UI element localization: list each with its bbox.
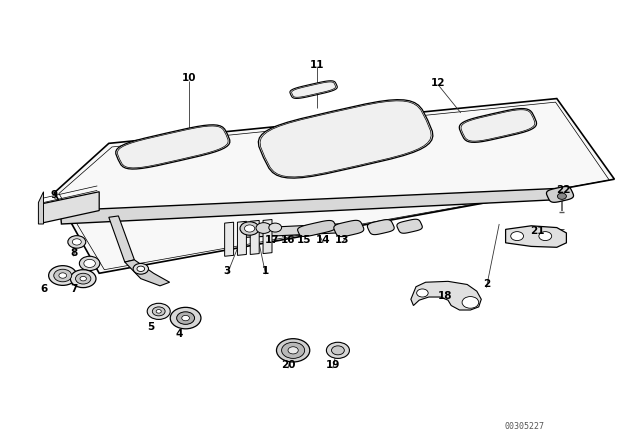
- Polygon shape: [38, 192, 44, 224]
- Text: 00305227: 00305227: [505, 422, 545, 431]
- Text: 2: 2: [483, 280, 490, 289]
- Text: 1: 1: [262, 266, 269, 276]
- Text: 12: 12: [431, 78, 445, 88]
- Circle shape: [240, 222, 259, 235]
- Circle shape: [332, 346, 344, 355]
- Polygon shape: [42, 192, 99, 223]
- Circle shape: [539, 232, 552, 241]
- Text: 22: 22: [556, 185, 570, 195]
- Polygon shape: [460, 108, 536, 142]
- Text: 21: 21: [531, 226, 545, 236]
- Circle shape: [170, 307, 201, 329]
- Polygon shape: [367, 220, 394, 235]
- Polygon shape: [547, 186, 573, 202]
- Polygon shape: [125, 260, 170, 286]
- Circle shape: [276, 339, 310, 362]
- Circle shape: [147, 303, 170, 319]
- Polygon shape: [54, 99, 614, 273]
- Circle shape: [511, 232, 524, 241]
- Text: 14: 14: [316, 235, 330, 245]
- Polygon shape: [225, 222, 234, 256]
- Circle shape: [49, 266, 77, 285]
- Text: 16: 16: [281, 235, 295, 245]
- Circle shape: [76, 273, 91, 284]
- Text: 10: 10: [182, 73, 196, 83]
- Circle shape: [137, 266, 145, 271]
- Text: 5: 5: [147, 322, 154, 332]
- Polygon shape: [109, 216, 134, 262]
- Circle shape: [80, 276, 86, 281]
- Polygon shape: [259, 99, 433, 178]
- Circle shape: [177, 312, 195, 324]
- Text: 6: 6: [40, 284, 47, 294]
- Polygon shape: [250, 220, 259, 254]
- Text: 19: 19: [326, 360, 340, 370]
- Circle shape: [84, 259, 95, 267]
- Text: 3: 3: [223, 266, 231, 276]
- Circle shape: [557, 193, 566, 199]
- Circle shape: [68, 236, 86, 248]
- Circle shape: [326, 342, 349, 358]
- Text: 18: 18: [438, 291, 452, 301]
- Polygon shape: [290, 81, 337, 99]
- Circle shape: [152, 307, 165, 316]
- Circle shape: [288, 347, 298, 354]
- Polygon shape: [411, 281, 481, 310]
- Text: 8: 8: [70, 248, 77, 258]
- Circle shape: [59, 273, 67, 278]
- Circle shape: [72, 239, 81, 245]
- Circle shape: [417, 289, 428, 297]
- Circle shape: [282, 342, 305, 358]
- Circle shape: [244, 225, 255, 232]
- Polygon shape: [263, 220, 272, 254]
- Polygon shape: [243, 223, 355, 237]
- Circle shape: [182, 315, 189, 321]
- Circle shape: [269, 223, 282, 232]
- Text: 11: 11: [310, 60, 324, 70]
- Text: 9: 9: [51, 190, 58, 200]
- Circle shape: [133, 263, 148, 274]
- Polygon shape: [61, 188, 570, 224]
- Text: 17: 17: [265, 235, 279, 245]
- Circle shape: [79, 256, 100, 271]
- Circle shape: [54, 269, 72, 282]
- Text: 15: 15: [297, 235, 311, 245]
- Text: 7: 7: [70, 284, 77, 294]
- Text: 13: 13: [335, 235, 349, 245]
- Circle shape: [70, 270, 96, 288]
- Polygon shape: [116, 125, 230, 169]
- Polygon shape: [334, 220, 364, 237]
- Text: 4: 4: [175, 329, 183, 339]
- Circle shape: [256, 223, 271, 233]
- Polygon shape: [506, 226, 566, 247]
- Circle shape: [156, 310, 161, 313]
- Circle shape: [462, 297, 479, 308]
- Polygon shape: [298, 220, 336, 237]
- Polygon shape: [237, 221, 246, 255]
- Text: 20: 20: [281, 360, 295, 370]
- Polygon shape: [397, 219, 422, 233]
